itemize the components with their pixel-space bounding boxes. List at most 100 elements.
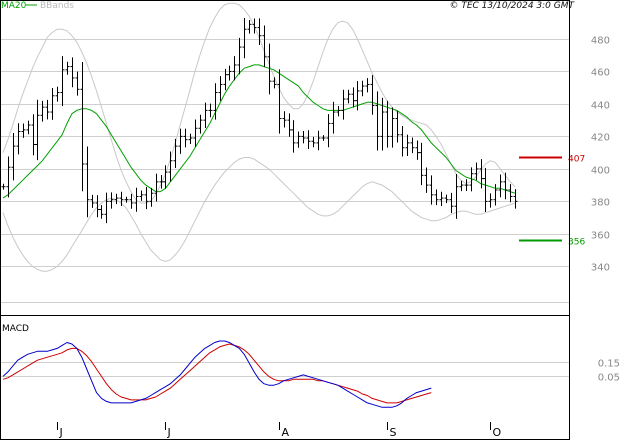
ohlc-bar	[40, 100, 45, 122]
ohlc-bar	[459, 180, 464, 192]
ohlc-bar	[208, 103, 213, 118]
ohlc-bars	[1, 18, 518, 224]
ohlc-bar	[449, 192, 454, 214]
ohlc-bar	[479, 159, 484, 189]
x-tick-label: A	[282, 426, 290, 439]
ohlc-bar	[65, 61, 70, 75]
ohlc-bar	[360, 80, 365, 97]
ohlc-bar	[415, 140, 420, 160]
ohlc-bar	[405, 134, 410, 157]
ohlc-bar	[144, 187, 149, 210]
ohlc-bar	[365, 78, 370, 93]
ohlc-bar	[301, 131, 306, 144]
x-tick-label: J	[59, 426, 63, 439]
ohlc-bar	[129, 193, 134, 209]
ohlc-bar	[149, 187, 154, 207]
ohlc-bar	[331, 101, 336, 134]
price-tick-label: 360	[591, 231, 610, 242]
ohlc-bar	[351, 87, 356, 108]
ohlc-bar	[198, 114, 203, 134]
price-tick-label: 480	[591, 36, 610, 47]
legend-ma20: MA20	[1, 1, 27, 11]
ohlc-bar	[375, 91, 380, 151]
ohlc-bar	[203, 102, 208, 128]
ohlc-bar	[336, 106, 341, 117]
ohlc-bar	[168, 151, 173, 182]
ohlc-bar	[429, 175, 434, 205]
ohlc-bar	[21, 123, 26, 138]
price-tick-label: 340	[591, 263, 610, 274]
ohlc-bar	[321, 135, 326, 141]
ohlc-bar	[287, 113, 292, 137]
ohlc-bar	[75, 71, 80, 96]
ohlc-bar	[469, 167, 474, 192]
price-tick-label: 440	[591, 101, 610, 112]
ohlc-bar	[55, 86, 60, 102]
ohlc-bar	[193, 119, 198, 147]
ohlc-bar	[508, 184, 513, 203]
ohlc-bar	[326, 114, 331, 148]
ohlc-bar	[370, 75, 375, 115]
price-grid	[0, 39, 570, 303]
ma20-line	[2, 64, 516, 199]
ohlc-bar	[173, 138, 178, 169]
bbands-lower-line	[2, 157, 516, 272]
x-tick-label: S	[390, 426, 397, 439]
ohlc-bar	[503, 172, 508, 200]
legend-bbands: BBands	[40, 1, 74, 11]
timestamp: © TEC 13/10/2024 3:0 GMT	[449, 1, 575, 11]
ohlc-bar	[419, 142, 424, 186]
ohlc-bar	[483, 167, 488, 213]
ohlc-bar	[493, 184, 498, 206]
ohlc-bar	[223, 68, 228, 91]
ohlc-bar	[291, 120, 296, 153]
ohlc-bar	[390, 107, 395, 148]
ohlc-bar	[252, 18, 257, 34]
ohlc-bar	[424, 167, 429, 193]
ohlc-bar	[464, 179, 469, 191]
macd-tick-label: 0.05	[598, 373, 620, 384]
ohlc-bar	[90, 194, 95, 208]
ohlc-bar	[60, 56, 65, 107]
level-label: 356	[568, 238, 585, 248]
macd-tick-label: 0.15	[598, 359, 620, 370]
ohlc-bar	[109, 192, 114, 209]
ohlc-bar	[99, 205, 104, 219]
macd-main-line	[2, 340, 432, 408]
ohlc-bar	[119, 191, 124, 207]
ohlc-bar	[474, 162, 479, 181]
macd-signal-line	[2, 343, 432, 404]
ohlc-bar	[439, 191, 444, 207]
ohlc-bar	[498, 174, 503, 198]
macd-lines	[2, 340, 432, 408]
ohlc-bar	[218, 76, 223, 101]
x-tick-label: J	[167, 426, 171, 439]
ohlc-bar	[178, 128, 183, 154]
ohlc-bar	[114, 193, 119, 205]
price-tick-label: 460	[591, 68, 610, 79]
ohlc-bar	[6, 156, 11, 198]
ohlc-bar	[296, 131, 301, 148]
ohlc-bar	[247, 19, 252, 34]
ohlc-bar	[163, 165, 168, 189]
ohlc-bar	[16, 123, 21, 155]
ohlc-bar	[267, 43, 272, 95]
ohlc-bar	[434, 189, 439, 206]
ohlc-bar	[31, 114, 36, 156]
ohlc-bar	[95, 195, 100, 218]
ohlc-bar	[444, 194, 449, 204]
ohlc-bar	[134, 187, 139, 212]
ohlc-bar	[306, 130, 311, 150]
ohlc-bar	[272, 77, 277, 89]
ohlc-bar	[26, 120, 31, 135]
x-tick-label: O	[493, 426, 502, 439]
ohlc-bar	[513, 189, 518, 209]
ohlc-bar	[70, 57, 75, 88]
legend: MA20 BBands	[1, 1, 74, 11]
ohlc-bar	[410, 137, 415, 154]
level-label: 407	[568, 155, 585, 165]
ohlc-bar	[311, 136, 316, 148]
ohlc-bar	[237, 37, 242, 75]
ohlc-bar	[232, 56, 237, 81]
